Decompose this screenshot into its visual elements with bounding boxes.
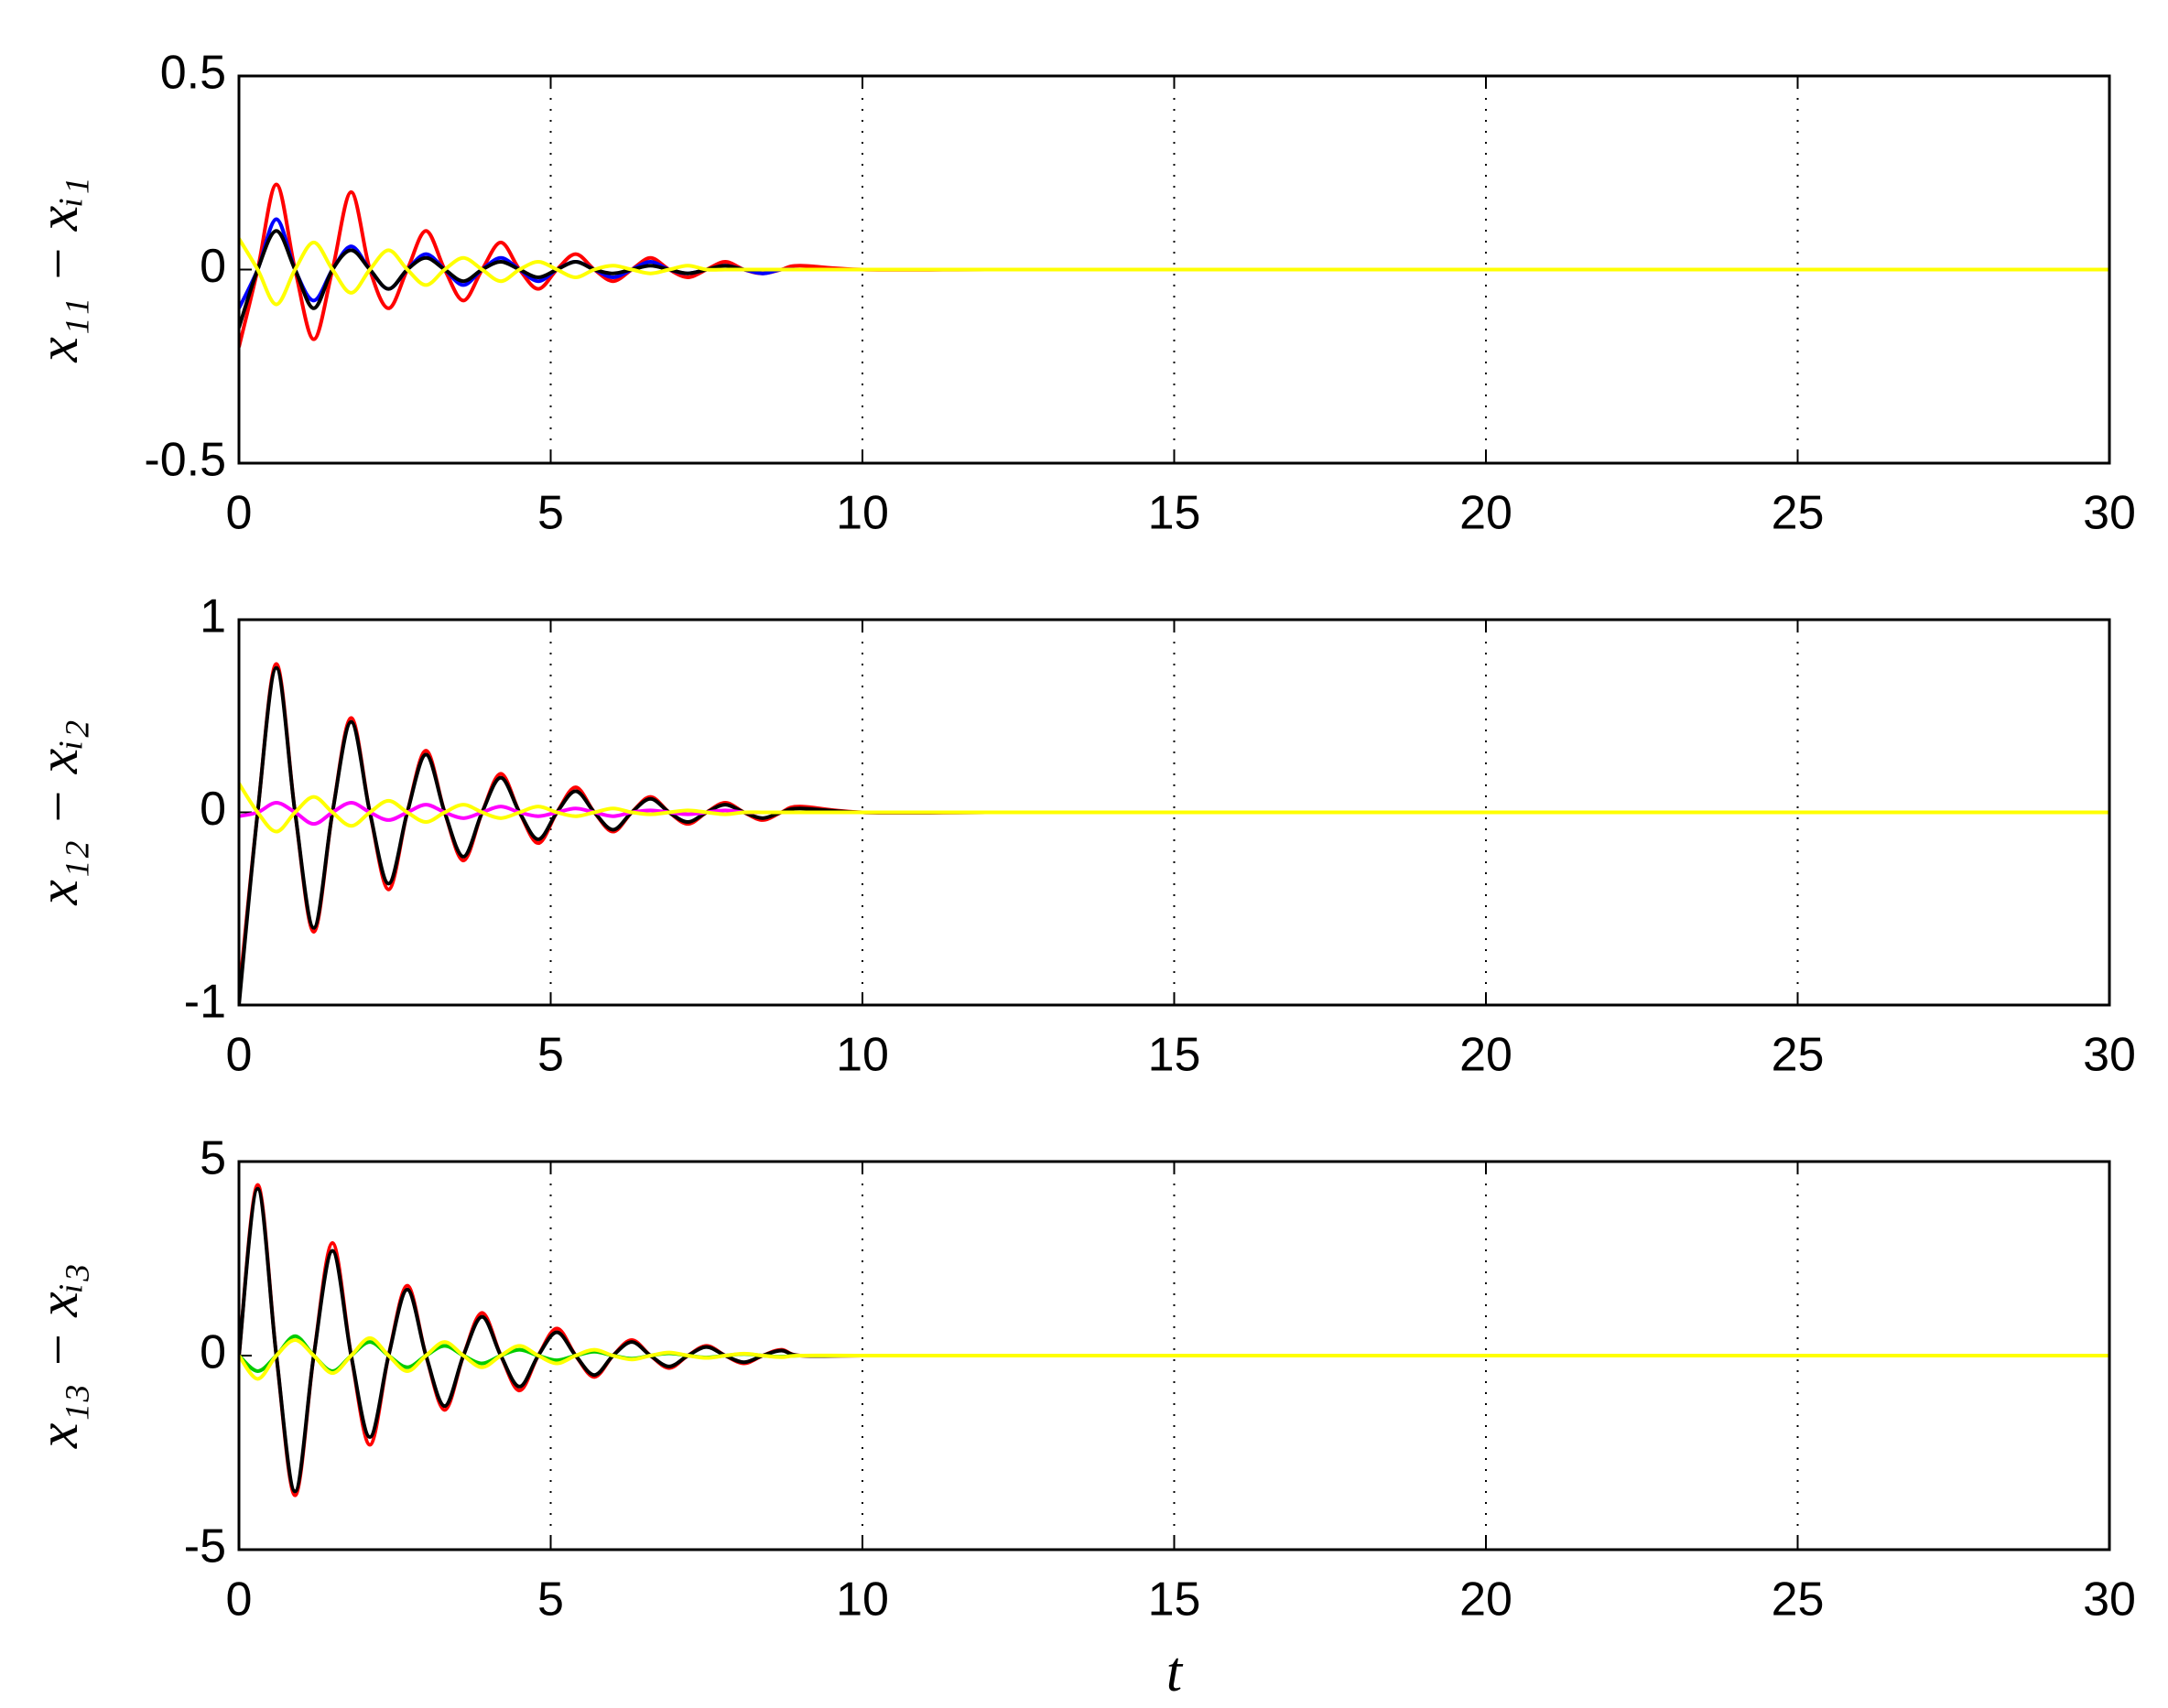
x-tick-label: 30 [2083, 1573, 2136, 1627]
plot-area [239, 662, 2109, 1005]
y-axis-label: x₁₁ − xᵢ₁ [27, 177, 90, 362]
x-tick-label: 5 [537, 1029, 564, 1082]
series-line [239, 229, 2109, 329]
x-tick-label: 20 [1459, 1573, 1512, 1627]
x-tick-label: 15 [1148, 487, 1201, 540]
plot-area [239, 182, 2109, 348]
x-tick-label: 15 [1148, 1573, 1201, 1627]
series-line [239, 665, 2109, 1005]
x-tick-label: 25 [1772, 1573, 1825, 1627]
y-tick-label: 0.5 [160, 47, 226, 100]
x-tick-label: 0 [226, 487, 253, 540]
x-tick-label: 10 [836, 487, 889, 540]
x-tick-label: 10 [836, 1029, 889, 1082]
axes-box [237, 74, 2111, 465]
y-tick-label: 1 [200, 590, 226, 643]
x-axis-label: t [1166, 1641, 1184, 1703]
y-tick-label: 0 [200, 1326, 226, 1379]
x-tick-label: 25 [1772, 1029, 1825, 1082]
plot-area [239, 1183, 2109, 1497]
series-line [239, 1186, 2109, 1494]
x-tick-label: 0 [226, 1029, 253, 1082]
x-tick-label: 0 [226, 1573, 253, 1627]
x-tick-label: 30 [2083, 1029, 2136, 1082]
x-tick-label: 5 [537, 487, 564, 540]
x-tick-label: 30 [2083, 487, 2136, 540]
x-tick-label: 10 [836, 1573, 889, 1627]
y-tick-label: 0 [200, 783, 226, 836]
x-tick-label: 20 [1459, 487, 1512, 540]
y-tick-label: -0.5 [144, 434, 226, 487]
y-tick-label: 5 [200, 1132, 226, 1185]
x-tick-label: 25 [1772, 487, 1825, 540]
series-line [239, 237, 2109, 307]
y-tick-label: -1 [184, 976, 226, 1029]
y-axis-label: x₁₂ − xᵢ₂ [27, 719, 90, 905]
series-line [239, 1335, 2109, 1381]
x-tick-label: 15 [1148, 1029, 1201, 1082]
axes-box [237, 1160, 2111, 1551]
y-tick-label: 0 [200, 240, 226, 293]
series-line [239, 1334, 2109, 1373]
series-line [239, 782, 2109, 834]
x-tick-label: 5 [537, 1573, 564, 1627]
y-tick-label: -5 [184, 1520, 226, 1573]
y-axis-label: x₁₃ − xᵢ₃ [27, 1263, 90, 1449]
axes-box [237, 618, 2111, 1007]
x-tick-label: 20 [1459, 1029, 1512, 1082]
